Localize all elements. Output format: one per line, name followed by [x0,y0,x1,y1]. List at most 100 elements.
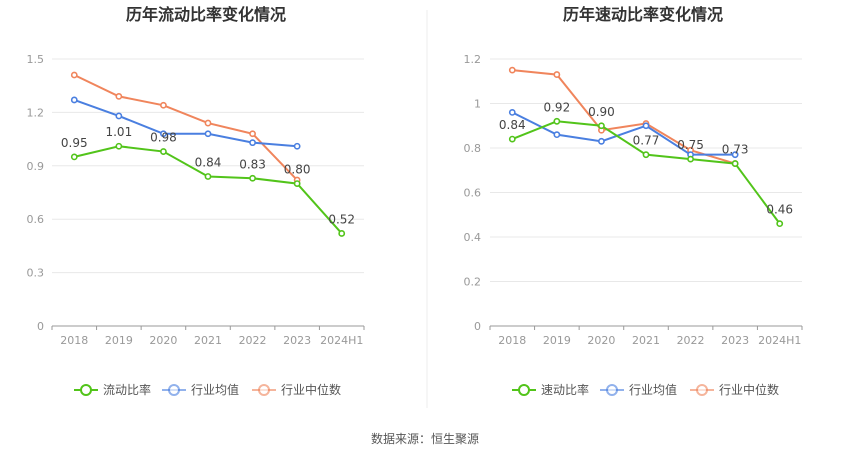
industry-average-point [642,122,650,130]
data-label: 0.95 [61,136,88,150]
company-point [598,122,605,130]
y-tick-label: 0.3 [27,267,45,280]
legend-marker [80,384,92,396]
company-point [731,160,739,167]
data-label: 0.46 [766,203,793,217]
y-tick-label: 0.2 [464,276,482,289]
legend-item-industry-median[interactable]: 行业中位数 [690,382,779,397]
x-tick-label: 2020 [587,334,615,347]
legend-label: 行业均值 [191,382,239,397]
y-tick-label: 0.8 [464,142,482,155]
industry-average-line [511,111,736,156]
legend-item-company[interactable]: 速动比率 [512,382,589,397]
industry-average-point [160,130,167,138]
y-tick-label: 0.4 [464,231,482,244]
company-point [687,155,694,163]
company-point [776,220,784,228]
y-tick-label: 0 [37,320,44,333]
industry-average-point [731,151,739,159]
quick-ratio-chart: 历年速动比率变化情况 0 0.2 0.4 0.6 0.8 1 1.2 2018 2019 2020… [464,5,803,397]
data-label: 0.92 [543,100,570,114]
data-label: 0.80 [284,163,311,177]
industry-average-line [73,98,298,148]
industry-average-point [70,96,78,104]
data-label: 0.84 [499,118,526,132]
legend-item-industry-average[interactable]: 行业均值 [600,382,677,397]
industry-median-point [115,92,123,100]
current-ratio-chart-title: 历年流动比率变化情况 [126,5,286,24]
industry-median-line [512,69,736,165]
x-tick-label: 2022 [677,334,705,347]
industry-median-point [204,119,212,127]
x-tick-label: 2023 [721,334,749,347]
company-point [642,151,650,159]
data-label: 0.73 [722,143,749,157]
x-tick-label: 2018 [498,334,526,347]
x-tick-label: 2024H1 [758,334,801,347]
legend-marker [258,384,270,396]
x-tick-label: 2019 [105,334,133,347]
industry-average-point [553,131,561,139]
current-ratio-chart: 历年流动比率变化情况 0 0.3 0.6 0.9 1.2 1.5 2018 2019 2020 2… [27,5,365,397]
company-point [553,117,561,125]
y-tick-label: 1 [474,98,481,111]
data-label: 0.98 [150,131,177,145]
industry-average-point [204,130,212,138]
y-tick-label: 0.6 [27,213,45,226]
data-label: 0.77 [633,134,660,148]
legend-marker [696,384,708,396]
y-tick-label: 0.9 [27,160,45,173]
data-label: 0.84 [195,155,222,169]
industry-average-point [508,109,516,116]
legend-marker [518,384,530,396]
y-tick-label: 1.2 [464,53,482,66]
data-label: 0.52 [328,212,355,226]
company-point [508,135,516,143]
industry-median-point [553,71,561,78]
industry-average-point [115,112,123,120]
legend-item-industry-average[interactable]: 行业均值 [162,382,239,397]
company-point [70,153,78,161]
industry-median-point [249,130,256,138]
legend-label: 速动比率 [541,382,589,397]
x-tick-label: 2020 [149,334,177,347]
company-point [293,180,301,187]
industry-average-point [249,139,256,147]
company-point [115,142,123,150]
industry-median-point [160,101,167,109]
x-tick-label: 2021 [194,334,222,347]
y-tick-label: 1.5 [27,53,45,66]
industry-median-point [508,66,516,74]
quick-ratio-chart-title: 历年速动比率变化情况 [563,5,723,24]
y-tick-label: 0.6 [464,187,482,200]
company-point [160,148,167,155]
legend-label: 行业均值 [629,382,677,397]
company-point [249,174,256,182]
company-point [204,173,212,180]
company-point [338,230,346,237]
x-tick-label: 2021 [632,334,660,347]
legend-item-industry-median[interactable]: 行业中位数 [252,382,341,397]
data-label: 0.83 [239,157,266,171]
x-tick-label: 2022 [239,334,267,347]
x-tick-label: 2018 [60,334,88,347]
industry-median-line [73,74,298,181]
industry-average-point [293,142,301,150]
x-tick-label: 2019 [543,334,571,347]
x-tick-label: 2024H1 [320,334,363,347]
industry-average-point [598,137,605,145]
legend-label: 行业中位数 [281,382,341,397]
y-tick-label: 1.2 [27,106,45,119]
x-tick-label: 2023 [283,334,311,347]
data-label: 0.90 [588,105,615,119]
legend-item-company[interactable]: 流动比率 [74,382,151,397]
y-tick-label: 0 [474,320,481,333]
data-label: 1.01 [105,125,132,139]
legend-label: 行业中位数 [719,382,779,397]
source-note: 数据来源：恒生聚源 [371,431,479,446]
legend-marker [168,384,180,396]
legend-marker [606,384,618,396]
legend-label: 流动比率 [103,382,151,397]
industry-median-point [70,71,78,79]
